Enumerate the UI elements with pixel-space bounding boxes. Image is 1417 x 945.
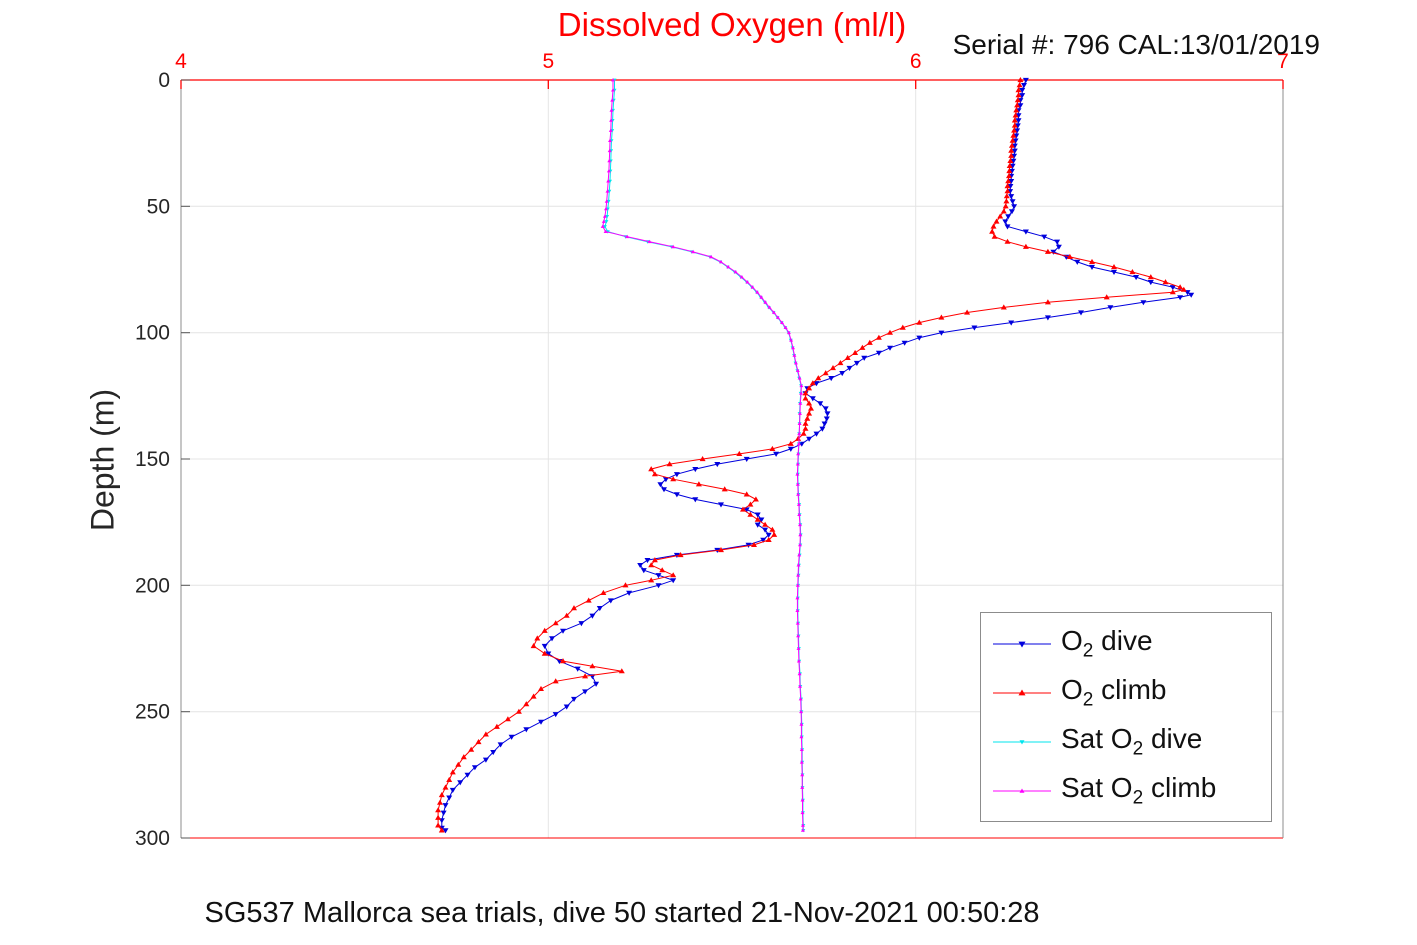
svg-text:100: 100 xyxy=(135,322,170,345)
legend-line-sample-sat-o2-climb xyxy=(993,788,1051,793)
serial-cal-text: Serial #: 796 CAL:13/01/2019 xyxy=(952,29,1320,60)
figure-caption: SG537 Mallorca sea trials, dive 50 start… xyxy=(204,897,1040,929)
legend-item-o2-climb: O2 climb xyxy=(981,674,1271,712)
svg-text:4: 4 xyxy=(175,50,187,73)
legend-item-sat-o2-dive: Sat O2 dive xyxy=(981,723,1271,761)
x-axis-ticks: 4 5 6 7 xyxy=(175,50,1289,89)
legend-label-o2-climb: O2 climb xyxy=(1061,673,1167,711)
y-axis-ticks: 0 50 100 150 200 250 300 xyxy=(135,69,190,850)
series-o2-climb xyxy=(435,77,1187,833)
legend-line-sample-o2-dive xyxy=(993,641,1051,647)
svg-text:5: 5 xyxy=(542,50,554,73)
series-o2-dive xyxy=(438,77,1195,834)
y-axis-label: Depth (m) xyxy=(84,388,121,532)
svg-text:7: 7 xyxy=(1277,50,1289,73)
chart-title: Dissolved Oxygen (ml/l) xyxy=(557,6,907,43)
series-sat-o2-dive xyxy=(602,78,806,833)
legend-label-o2-dive: O2 dive xyxy=(1061,624,1153,662)
legend-line-sample-sat-o2-dive xyxy=(993,739,1051,744)
svg-text:300: 300 xyxy=(135,827,170,850)
legend-label-sat-o2-dive: Sat O2 dive xyxy=(1061,722,1203,760)
legend: O2 dive O2 climb Sat O2 dive Sat O2 climb xyxy=(980,612,1272,822)
svg-text:0: 0 xyxy=(158,69,170,92)
series-sat-o2-climb xyxy=(600,78,805,832)
svg-text:250: 250 xyxy=(135,701,170,724)
legend-item-o2-dive: O2 dive xyxy=(981,625,1271,663)
svg-text:200: 200 xyxy=(135,574,170,597)
svg-text:50: 50 xyxy=(147,195,170,218)
svg-text:150: 150 xyxy=(135,448,170,471)
legend-line-sample-o2-climb xyxy=(993,689,1051,695)
legend-label-sat-o2-climb: Sat O2 climb xyxy=(1061,771,1217,809)
svg-text:6: 6 xyxy=(910,50,922,73)
legend-item-sat-o2-climb: Sat O2 climb xyxy=(981,772,1271,810)
